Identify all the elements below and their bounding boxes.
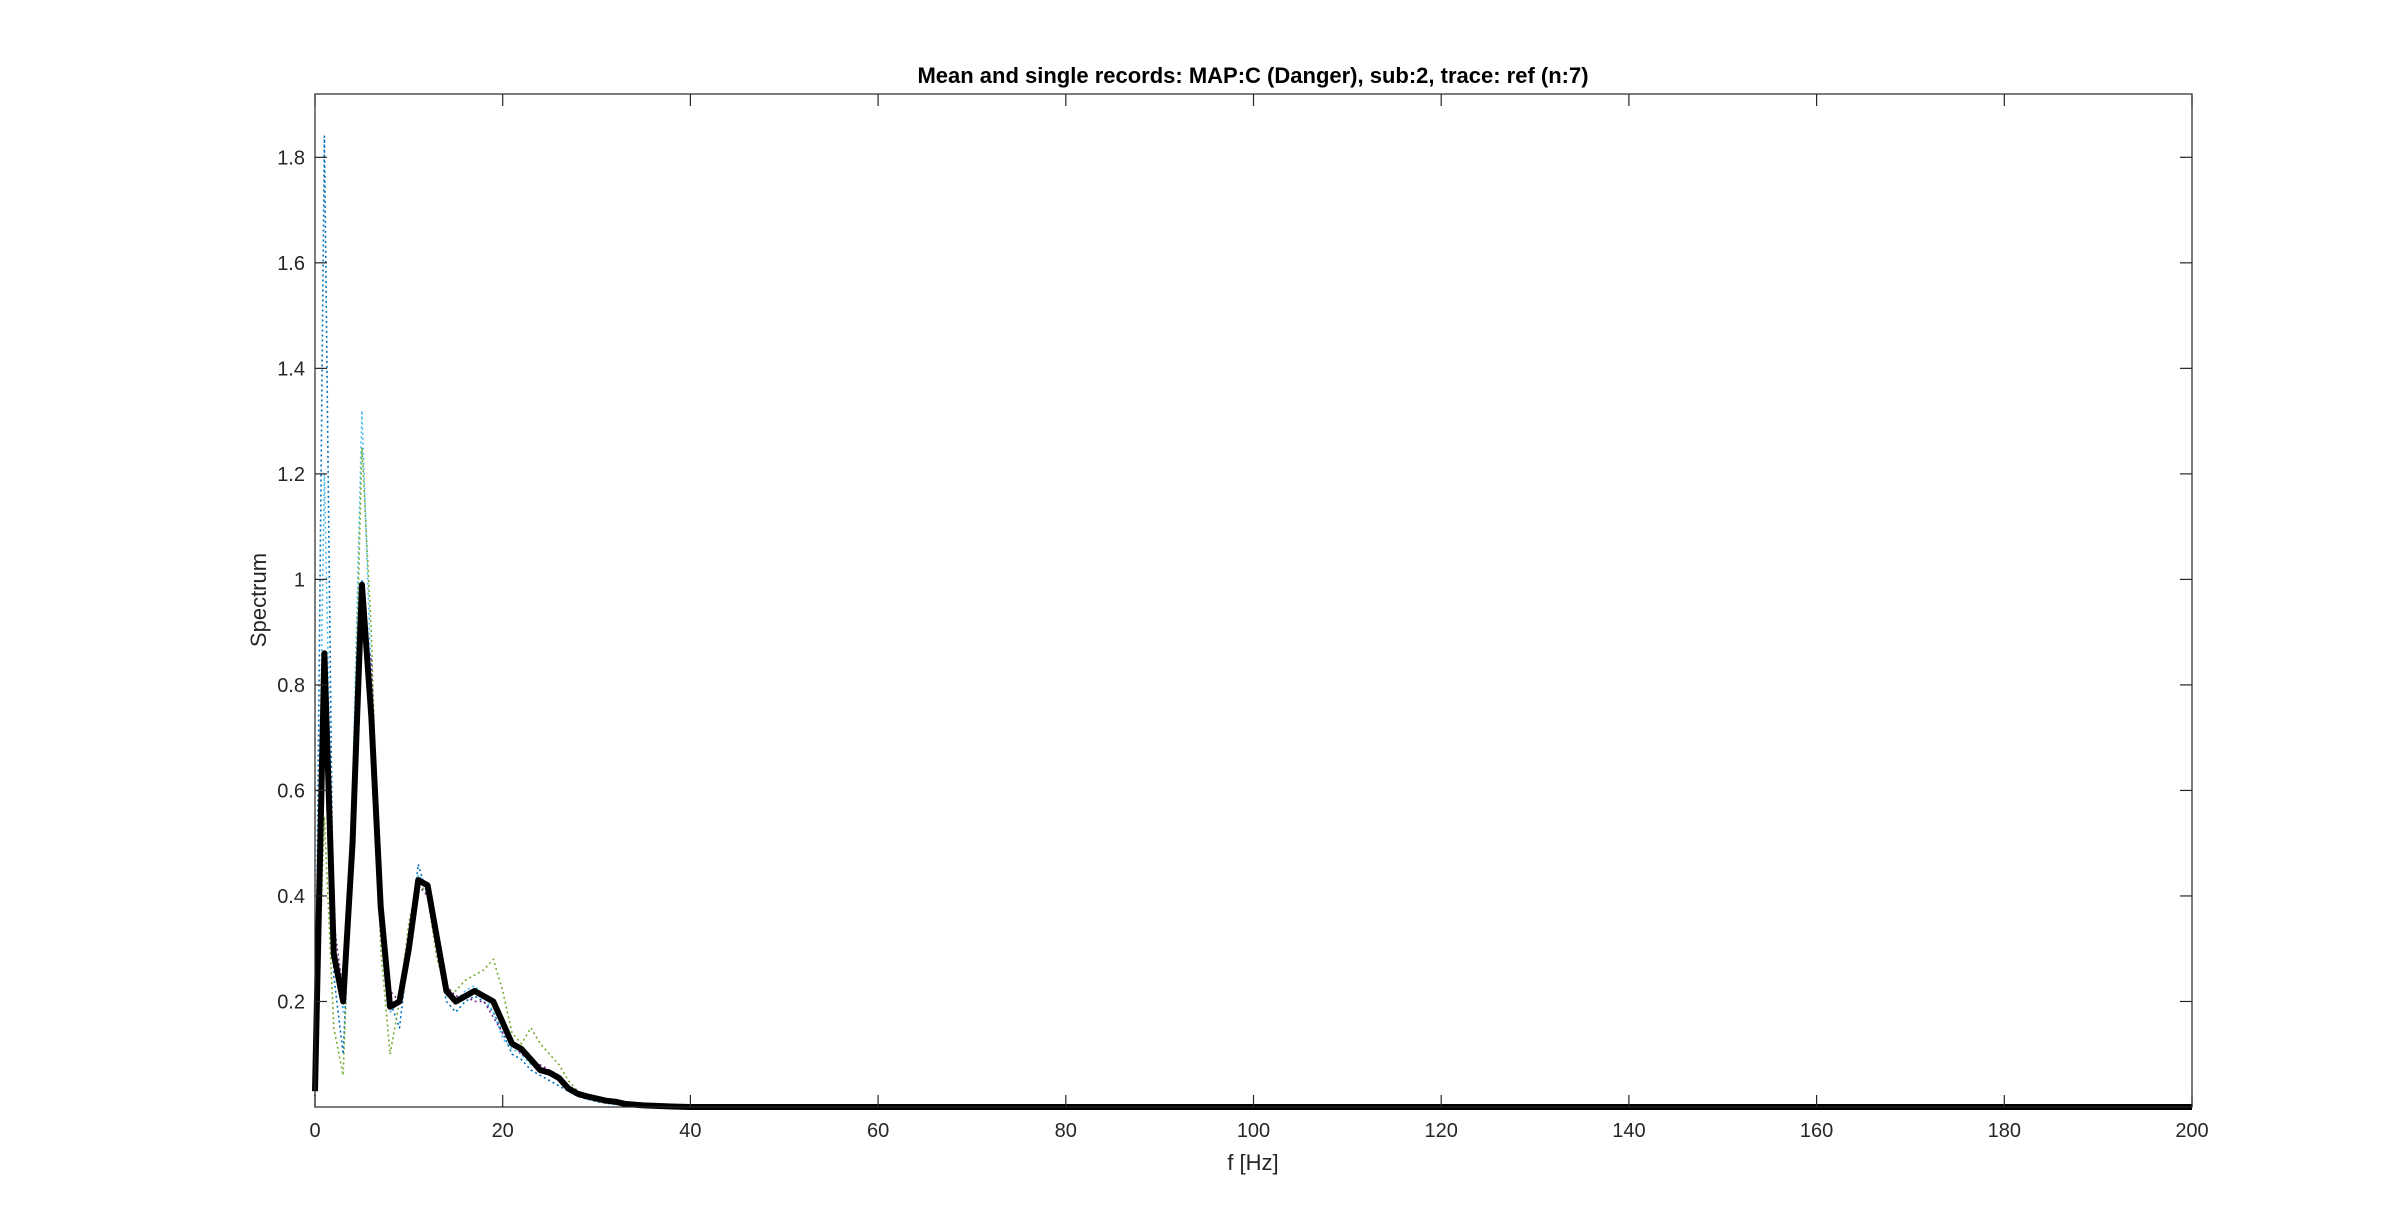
y-tick-label: 0.4: [277, 886, 305, 908]
x-tick-label: 20: [492, 1120, 514, 1142]
x-tick-label: 160: [1800, 1120, 1833, 1142]
y-tick-label: 1.6: [277, 253, 305, 275]
x-tick-label: 200: [2175, 1120, 2208, 1142]
series-line-mean: [312, 581, 2192, 1110]
x-axis-label: f [Hz]: [1227, 1150, 1278, 1175]
x-tick-label: 60: [867, 1120, 889, 1142]
series-layer: [312, 135, 2192, 1110]
y-tick-label: 1.4: [277, 358, 305, 380]
x-ticks: 0 20 40 60 80 100 120 140 160 180 200: [309, 94, 2209, 1142]
y-tick-label: 0.6: [277, 780, 305, 802]
x-tick-label: 40: [679, 1120, 701, 1142]
x-tick-label: 80: [1055, 1120, 1077, 1142]
x-tick-label: 100: [1237, 1120, 1270, 1142]
y-axis-label: Spectrum: [246, 553, 271, 647]
y-tick-label: 1.2: [277, 464, 305, 486]
y-tick-label: 1.8: [277, 147, 305, 169]
y-ticks: 0.2 0.4 0.6 0.8 1 1.2 1.4 1.6 1.8: [277, 147, 2192, 1013]
x-tick-label: 120: [1425, 1120, 1458, 1142]
x-tick-label: 140: [1612, 1120, 1645, 1142]
y-tick-label: 0.8: [277, 675, 305, 697]
chart-title: Mean and single records: MAP:C (Danger),…: [917, 63, 1588, 88]
y-tick-label: 0.2: [277, 991, 305, 1013]
axes-background: [315, 94, 2192, 1107]
x-tick-label: 180: [1988, 1120, 2021, 1142]
x-tick-label: 0: [309, 1120, 320, 1142]
y-tick-label: 1: [294, 569, 305, 591]
